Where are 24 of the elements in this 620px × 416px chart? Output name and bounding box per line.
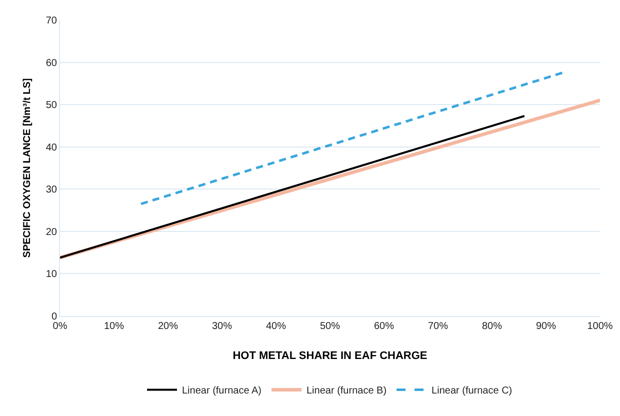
- x-axis-title: HOT METAL SHARE IN EAF CHARGE: [232, 350, 428, 362]
- y-tick-label: 10: [46, 269, 58, 280]
- x-tick-label: 70%: [428, 321, 448, 332]
- x-tick-label: 40%: [266, 321, 286, 332]
- y-axis-title: SPECIFIC OXYGEN LANCE [Nm³/t LS]: [22, 78, 33, 258]
- x-tick-label: 60%: [374, 321, 394, 332]
- x-tick-label: 20%: [158, 321, 178, 332]
- legend-label: Linear (furnace A): [182, 386, 262, 397]
- y-tick-label: 30: [46, 184, 58, 196]
- y-tick-label: 20: [46, 226, 58, 238]
- y-tick-label: 0: [51, 312, 58, 322]
- x-tick-label: 100%: [587, 321, 613, 332]
- y-tick-label: 50: [46, 100, 58, 112]
- legend-label: Linear (furnace B): [306, 386, 387, 397]
- x-tick-label: 90%: [536, 321, 556, 332]
- y-tick-label: 70: [46, 16, 58, 26]
- x-tick-label: 0%: [52, 321, 68, 332]
- x-tick-label: 80%: [482, 321, 502, 332]
- y-tick-label: 60: [46, 58, 58, 69]
- x-tick-label: 10%: [104, 321, 124, 332]
- x-tick-label: 30%: [212, 321, 232, 332]
- x-tick-label: 50%: [320, 321, 340, 332]
- y-tick-label: 40: [46, 142, 58, 154]
- legend-label: Linear (furnace C): [432, 386, 512, 397]
